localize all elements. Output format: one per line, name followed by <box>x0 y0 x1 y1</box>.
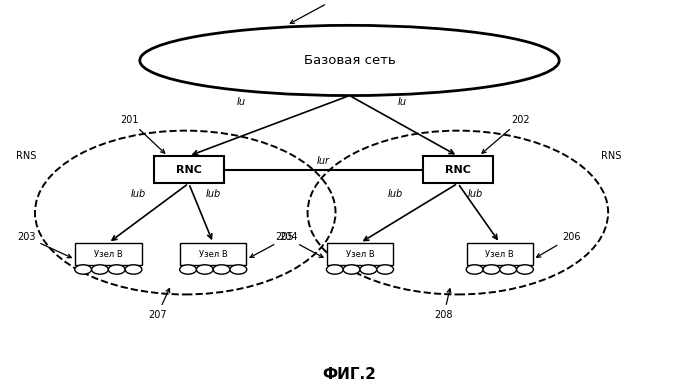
Text: RNS: RNS <box>601 151 622 161</box>
Text: RNC: RNC <box>445 165 471 175</box>
Text: ФИГ.2: ФИГ.2 <box>322 367 377 382</box>
Text: 205: 205 <box>275 232 323 257</box>
Text: 201: 201 <box>120 115 165 153</box>
Text: 206: 206 <box>537 232 581 257</box>
Circle shape <box>230 265 247 274</box>
Circle shape <box>326 265 343 274</box>
Ellipse shape <box>140 25 559 96</box>
Bar <box>423 156 493 183</box>
Text: Iub: Iub <box>206 189 221 199</box>
Circle shape <box>466 265 483 274</box>
Text: Iub: Iub <box>387 189 403 199</box>
Circle shape <box>108 265 125 274</box>
Text: 208: 208 <box>435 289 453 320</box>
Text: RNS: RNS <box>16 151 37 161</box>
Circle shape <box>92 265 108 274</box>
Text: Узел В: Узел В <box>345 250 375 259</box>
Circle shape <box>360 265 377 274</box>
Circle shape <box>180 265 196 274</box>
Bar <box>327 243 393 265</box>
Bar <box>154 156 224 183</box>
Text: Узел В: Узел В <box>94 250 123 259</box>
Circle shape <box>213 265 230 274</box>
Text: 204: 204 <box>250 232 298 257</box>
Bar <box>467 243 533 265</box>
Text: RNC: RNC <box>175 165 202 175</box>
Text: Iub: Iub <box>468 189 483 199</box>
Bar <box>75 243 141 265</box>
Bar <box>180 243 247 265</box>
Text: Iu: Iu <box>237 97 245 107</box>
Circle shape <box>500 265 517 274</box>
Text: Iur: Iur <box>317 156 329 166</box>
Circle shape <box>125 265 142 274</box>
Circle shape <box>517 265 533 274</box>
Circle shape <box>196 265 213 274</box>
Text: 202: 202 <box>482 115 530 153</box>
Text: 207: 207 <box>148 289 170 320</box>
Text: 101: 101 <box>290 0 348 23</box>
Text: Iub: Iub <box>131 189 146 199</box>
Circle shape <box>343 265 360 274</box>
Circle shape <box>483 265 500 274</box>
Circle shape <box>377 265 394 274</box>
Text: Iu: Iu <box>398 97 406 107</box>
Text: 203: 203 <box>17 232 71 258</box>
Text: Базовая сеть: Базовая сеть <box>303 54 396 67</box>
Text: Узел В: Узел В <box>485 250 514 259</box>
Circle shape <box>75 265 92 274</box>
Text: Узел В: Узел В <box>199 250 228 259</box>
